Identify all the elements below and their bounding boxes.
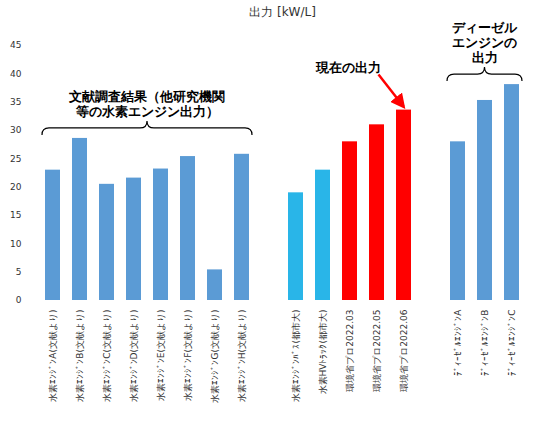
svg-text:10: 10 (10, 239, 22, 249)
svg-text:等の水素エンジン出力）: 等の水素エンジン出力） (75, 104, 219, 119)
svg-text:環境省プロ2022.03: 環境省プロ2022.03 (345, 310, 355, 392)
svg-text:40: 40 (10, 69, 22, 79)
svg-text:水素HVﾄﾗｯｸ(都市大): 水素HVﾄﾗｯｸ(都市大) (318, 310, 328, 395)
svg-text:20: 20 (10, 182, 22, 192)
svg-text:水素ｴﾝｼﾞﾝD(文献より): 水素ｴﾝｼﾞﾝD(文献より) (129, 310, 139, 403)
svg-text:ﾃﾞｨｰｾﾞﾙｴﾝｼﾞﾝC: ﾃﾞｨｰｾﾞﾙｴﾝｼﾞﾝC (507, 310, 517, 376)
svg-text:出力: 出力 (472, 50, 498, 65)
svg-text:水素ｴﾝｼﾞﾝC(文献より): 水素ｴﾝｼﾞﾝC(文献より) (102, 310, 112, 402)
svg-text:水素ｴﾝｼﾞﾝA(文献より): 水素ｴﾝｼﾞﾝA(文献より) (48, 310, 58, 402)
svg-text:水素ｴﾝｼﾞﾝB(文献より): 水素ｴﾝｼﾞﾝB(文献より) (75, 310, 85, 402)
svg-text:水素ｴﾝｼﾞﾝE(文献より): 水素ｴﾝｼﾞﾝE(文献より) (156, 310, 166, 402)
svg-text:現在の出力: 現在の出力 (315, 60, 381, 75)
svg-text:ﾃﾞｨｰｾﾞﾙｴﾝｼﾞﾝB: ﾃﾞｨｰｾﾞﾙｴﾝｼﾞﾝB (480, 310, 490, 376)
svg-text:文献調査結果（他研究機関: 文献調査結果（他研究機関 (68, 89, 225, 104)
svg-text:環境省プロ2022.05: 環境省プロ2022.05 (372, 310, 382, 392)
svg-text:ﾃﾞｨｰｾﾞﾙｴﾝｼﾞﾝA: ﾃﾞｨｰｾﾞﾙｴﾝｼﾞﾝA (453, 309, 463, 376)
svg-text:出力 [kW/L]: 出力 [kW/L] (249, 5, 316, 19)
svg-text:0: 0 (16, 295, 22, 305)
svg-text:15: 15 (10, 210, 21, 220)
svg-text:水素ｴﾝｼﾞﾝF(文献より): 水素ｴﾝｼﾞﾝF(文献より) (183, 310, 193, 401)
svg-text:45: 45 (10, 40, 21, 50)
svg-text:水素ｴﾝｼﾞﾝﾊﾞｽ(都市大): 水素ｴﾝｼﾞﾝﾊﾞｽ(都市大) (291, 310, 301, 402)
svg-text:25: 25 (10, 154, 21, 164)
svg-text:環境省プロ2022.06: 環境省プロ2022.06 (399, 309, 409, 391)
svg-text:ディーゼル: ディーゼル (452, 20, 518, 35)
svg-text:エンジンの: エンジンの (452, 35, 517, 50)
svg-text:水素ｴﾝｼﾞﾝH(文献より): 水素ｴﾝｼﾞﾝH(文献より) (237, 310, 247, 403)
svg-text:35: 35 (10, 97, 21, 107)
svg-text:5: 5 (16, 267, 22, 277)
svg-text:水素ｴﾝｼﾞﾝG(文献より): 水素ｴﾝｼﾞﾝG(文献より) (210, 310, 220, 403)
svg-text:30: 30 (10, 125, 22, 135)
